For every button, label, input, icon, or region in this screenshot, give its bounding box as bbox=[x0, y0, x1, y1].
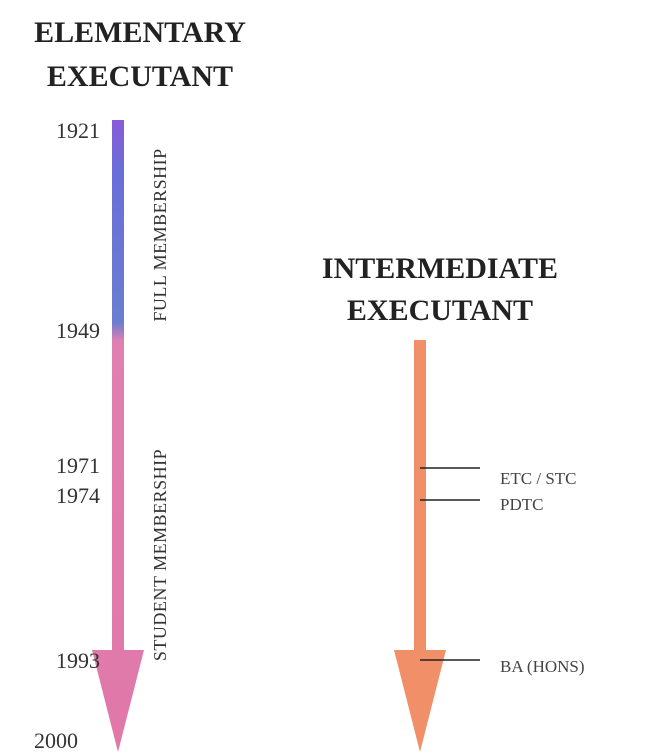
year: 1921 bbox=[56, 118, 100, 143]
period-label: FULL MEMBERSHIP bbox=[150, 148, 170, 321]
left-arrow bbox=[92, 120, 144, 752]
period-label: STUDENT MEMBERSHIP bbox=[150, 449, 170, 661]
qualification: ETC / STC bbox=[500, 469, 577, 488]
left-title: EXECUTANT bbox=[47, 60, 233, 93]
year: 1993 bbox=[56, 648, 100, 673]
qualification: BA (HONS) bbox=[500, 657, 585, 676]
year: 1974 bbox=[56, 483, 100, 508]
year: 1949 bbox=[56, 318, 100, 343]
qualification: PDTC bbox=[500, 495, 543, 514]
right-title: INTERMEDIATE bbox=[322, 252, 558, 285]
right-arrow bbox=[394, 340, 446, 752]
left-title: ELEMENTARY bbox=[34, 16, 246, 49]
year: 2000 bbox=[34, 728, 78, 753]
right-title: EXECUTANT bbox=[347, 294, 533, 327]
year: 1971 bbox=[56, 453, 100, 478]
